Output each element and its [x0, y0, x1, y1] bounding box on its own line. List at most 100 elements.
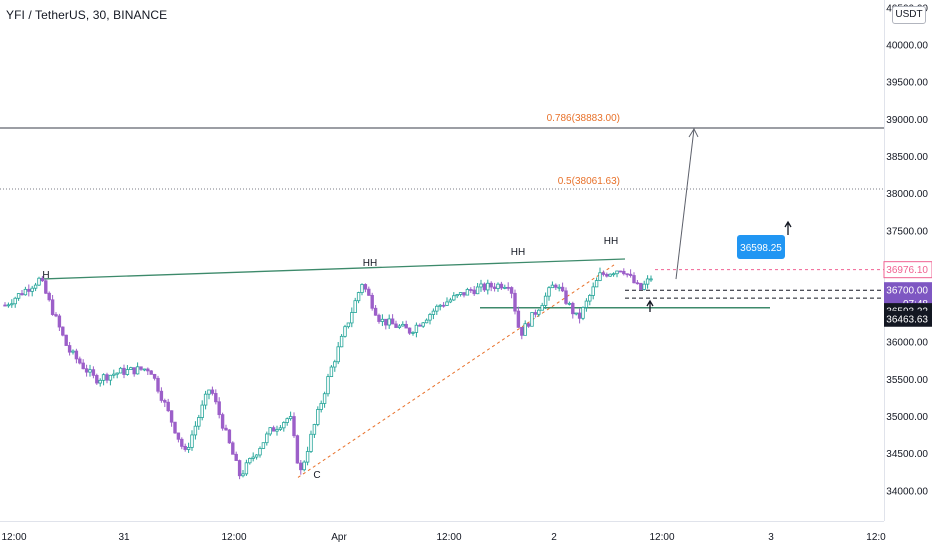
- candle-body: [54, 314, 58, 317]
- candle-body: [404, 323, 408, 329]
- candle-body: [588, 295, 592, 302]
- candle-body: [356, 292, 361, 302]
- price-tick-label: 34500.00: [886, 449, 928, 460]
- candle-body: [248, 458, 252, 464]
- time-tick-label: 12:00: [649, 532, 674, 543]
- candle-body: [108, 374, 113, 381]
- candle-body: [3, 304, 7, 307]
- candle-body: [370, 294, 374, 309]
- candle-body: [61, 326, 65, 336]
- candle-body: [533, 312, 538, 315]
- candle-body: [594, 280, 599, 288]
- time-tick-label: 3: [768, 532, 774, 543]
- candle-body: [496, 283, 500, 289]
- candle-body: [275, 429, 279, 432]
- candle-body: [244, 462, 249, 475]
- candle-body: [611, 273, 616, 276]
- candle-body: [78, 358, 82, 364]
- candle-body: [282, 422, 286, 429]
- candle-body: [231, 442, 235, 455]
- candle-body: [112, 373, 116, 376]
- candle-body: [543, 295, 548, 306]
- pattern-label: HH: [511, 247, 525, 258]
- price-callout-label: 36598.25: [740, 243, 782, 254]
- candle-body: [122, 367, 126, 375]
- candle-body: [431, 310, 436, 315]
- price-tick-label: 37500.00: [886, 226, 928, 237]
- candle-body: [363, 284, 368, 290]
- candle-body: [414, 324, 419, 333]
- candle-body: [390, 318, 395, 325]
- price-tick-label: 39000.00: [886, 115, 928, 126]
- price-tick-label: 39500.00: [886, 78, 928, 89]
- candle-body: [180, 438, 184, 447]
- up-arrow-icon: [646, 299, 654, 312]
- price-tick-label: 34000.00: [886, 486, 928, 497]
- candle-body: [27, 288, 31, 292]
- projection-arrow-line: [675, 128, 695, 280]
- current-price-label: 36976.10: [886, 265, 928, 276]
- candle-body: [346, 322, 351, 328]
- candle-body: [608, 273, 612, 277]
- candle-body: [210, 389, 215, 394]
- candle-body: [261, 442, 266, 449]
- candle-body: [149, 370, 153, 375]
- pattern-label: H: [42, 270, 49, 281]
- support-price-label: 36463.63: [886, 314, 928, 325]
- candle-body: [509, 287, 514, 294]
- candle-body: [574, 312, 578, 315]
- candle-body: [207, 389, 211, 395]
- candle-body: [159, 390, 164, 401]
- candle-body: [193, 425, 198, 436]
- candle-body: [526, 323, 531, 327]
- candle-body: [625, 273, 629, 276]
- candle-body: [67, 345, 72, 353]
- candle-body: [394, 323, 398, 328]
- candle-body: [537, 309, 541, 315]
- candle-body: [479, 283, 483, 288]
- candle-body: [302, 461, 306, 471]
- chart-title: YFI / TetherUS, 30, BINANCE: [6, 8, 168, 22]
- candle-body: [241, 473, 245, 477]
- candle-body: [567, 302, 572, 305]
- candle-body: [438, 304, 442, 307]
- candle-body: [407, 327, 412, 334]
- time-tick-label: 31: [118, 532, 130, 543]
- candle-body: [186, 447, 191, 450]
- candle-body: [605, 274, 609, 277]
- candle-body: [373, 307, 378, 316]
- candle-body: [469, 289, 473, 291]
- candle-body: [125, 369, 130, 375]
- candle-body: [343, 326, 347, 337]
- candle-body: [258, 448, 262, 456]
- candle-body: [367, 288, 371, 296]
- neckline-trendline: [39, 258, 626, 280]
- time-tick-label: 2: [551, 532, 557, 543]
- candle-body: [91, 369, 96, 376]
- candle-body: [135, 366, 140, 375]
- candle-body: [377, 314, 381, 322]
- candle-body: [421, 322, 425, 327]
- candle-body: [105, 374, 109, 381]
- candle-body: [156, 377, 160, 392]
- candle-body: [441, 304, 446, 307]
- candle-body: [20, 293, 24, 296]
- candle-body: [557, 286, 561, 289]
- candle-body: [339, 335, 344, 348]
- candle-body: [190, 434, 194, 448]
- current-price-badge: [883, 261, 932, 279]
- candle-body: [142, 368, 147, 371]
- candle-body: [632, 275, 636, 284]
- candle-body: [139, 366, 143, 370]
- currency-button[interactable]: USDT: [892, 6, 926, 24]
- candle-body: [319, 403, 323, 410]
- candle-body: [30, 287, 34, 292]
- candle-body: [639, 282, 643, 290]
- candle-body: [499, 283, 504, 289]
- candle-body: [645, 278, 650, 285]
- candle-body: [618, 270, 623, 273]
- candle-body: [146, 368, 150, 372]
- candle-body: [401, 323, 405, 327]
- candle-body: [622, 270, 626, 275]
